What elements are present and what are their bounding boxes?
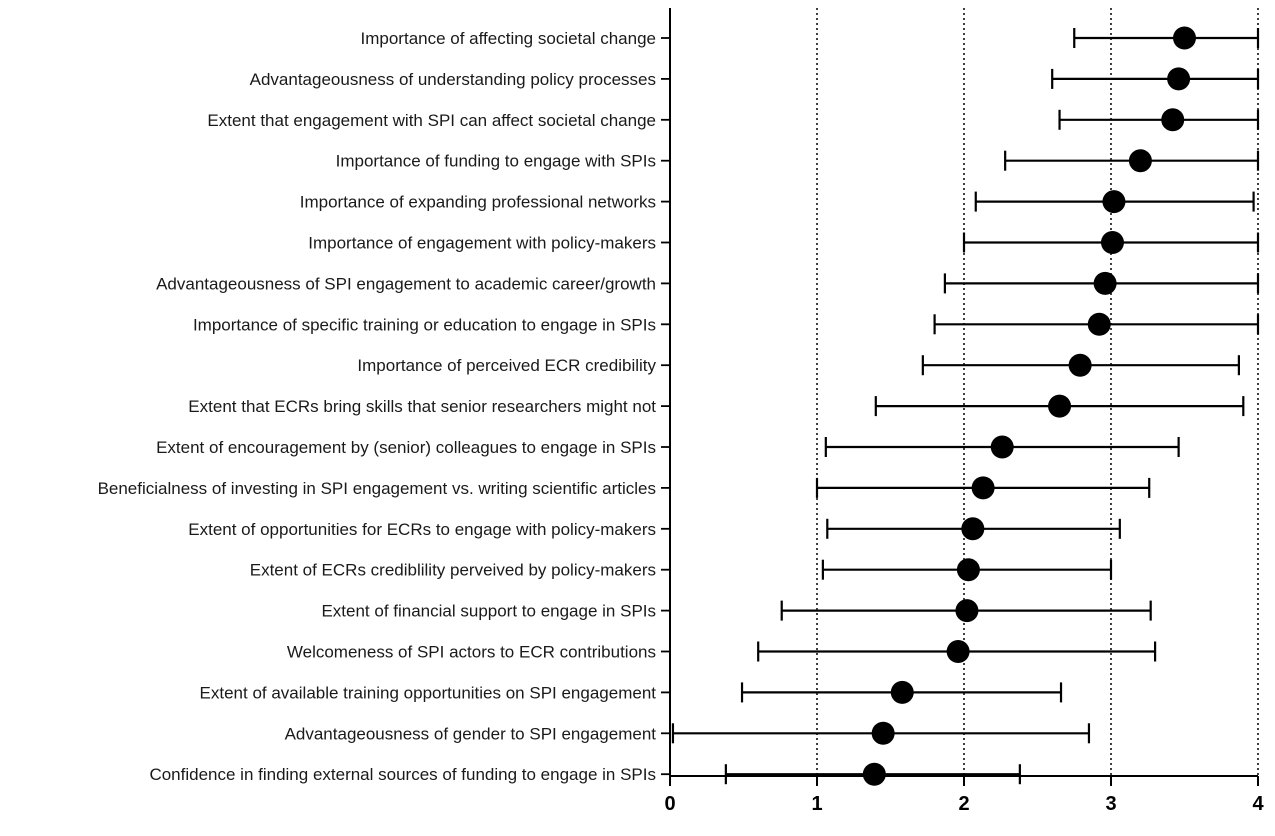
mean-point — [1087, 312, 1111, 336]
mean-point — [871, 721, 895, 745]
mean-points — [862, 26, 1196, 786]
mean-point — [1173, 26, 1196, 50]
category-label: Advantageousness of gender to SPI engage… — [285, 724, 657, 743]
category-label: Importance of specific training or educa… — [193, 315, 656, 334]
x-tick-label: 0 — [664, 793, 675, 815]
category-label: Extent of encouragement by (senior) coll… — [156, 438, 656, 457]
x-tick-label: 2 — [958, 793, 969, 815]
category-label: Advantageousness of SPI engagement to ac… — [156, 274, 656, 293]
reference-lines — [816, 8, 1259, 776]
mean-point — [955, 599, 979, 623]
mean-point — [890, 680, 914, 704]
mean-point — [1068, 353, 1092, 377]
category-label: Importance of perceived ECR credibility — [357, 356, 656, 375]
mean-point — [956, 558, 980, 582]
mean-point — [1093, 271, 1117, 295]
x-tick-label: 3 — [1105, 793, 1116, 815]
mean-point — [1100, 231, 1124, 254]
x-tick-label: 4 — [1252, 793, 1264, 815]
category-label: Extent of opportunities for ECRs to enga… — [188, 520, 656, 539]
category-label: Beneficialness of investing in SPI engag… — [98, 479, 656, 498]
mean-point — [1048, 394, 1072, 418]
mean-point — [1128, 149, 1152, 173]
category-label: Importance of affecting societal change — [361, 29, 656, 48]
category-label: Importance of funding to engage with SPI… — [336, 152, 656, 171]
category-label: Extent that ECRs bring skills that senio… — [188, 397, 656, 416]
mean-point — [1167, 67, 1191, 91]
mean-point — [862, 762, 886, 786]
category-label: Extent of financial support to engage in… — [321, 602, 656, 621]
mean-point — [961, 517, 985, 541]
category-label: Importance of expanding professional net… — [300, 193, 656, 212]
category-label: Welcomeness of SPI actors to ECR contrib… — [287, 643, 656, 662]
x-tick-labels: 0 1 2 3 4 — [664, 793, 1264, 815]
mean-point — [1161, 108, 1185, 132]
mean-point — [971, 476, 995, 500]
category-label: Extent of available training opportuniti… — [200, 683, 657, 702]
mean-point — [946, 640, 970, 663]
error-bars — [671, 28, 1260, 785]
category-label: Advantageousness of understanding policy… — [250, 70, 656, 89]
mean-point — [1102, 190, 1126, 214]
category-label: Confidence in finding external sources o… — [149, 765, 656, 784]
axes — [661, 8, 1259, 786]
category-labels: Importance of affecting societal change A… — [98, 29, 657, 784]
category-label: Extent that engagement with SPI can affe… — [207, 111, 656, 130]
category-label: Extent of ECRs crediblility perveived by… — [250, 561, 656, 580]
category-label: Importance of engagement with policy-mak… — [308, 234, 656, 253]
x-tick-label: 1 — [811, 793, 822, 815]
mean-point — [990, 435, 1014, 459]
